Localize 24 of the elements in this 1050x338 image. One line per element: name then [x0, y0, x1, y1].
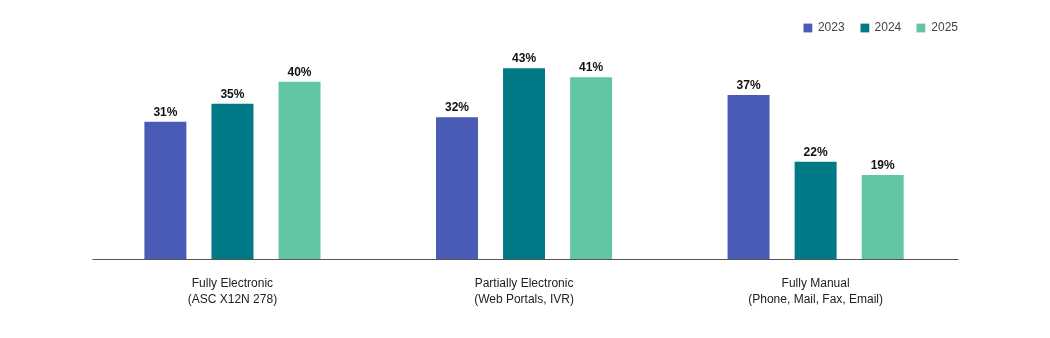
bar [435, 117, 478, 260]
data-label: 32% [444, 100, 470, 115]
bar [278, 81, 321, 260]
data-label: 35% [220, 86, 245, 101]
bar [794, 161, 837, 260]
data-label: 31% [153, 104, 178, 119]
data-label: 22% [803, 144, 828, 159]
bar [144, 121, 187, 260]
data-label: 43% [512, 51, 537, 66]
legend-label: 2023 [817, 20, 845, 34]
data-label: 40% [287, 64, 312, 79]
x-tick-label: Partially Electronic (Web Portals, IVR) [474, 275, 574, 307]
x-tick-label: Fully Manual (Phone, Mail, Fax, Email) [748, 275, 883, 307]
bar [727, 94, 770, 260]
bar [503, 68, 546, 260]
legend-label: 2024 [874, 20, 902, 34]
bar [211, 103, 254, 260]
bar [861, 175, 904, 260]
data-label: 19% [870, 158, 896, 173]
data-label: 41% [579, 60, 604, 75]
x-tick-label: Fully Electronic (ASC X12N 278) [187, 275, 278, 307]
bar [570, 77, 613, 260]
legend-label: 2025 [931, 20, 958, 34]
data-label: 37% [736, 77, 761, 92]
